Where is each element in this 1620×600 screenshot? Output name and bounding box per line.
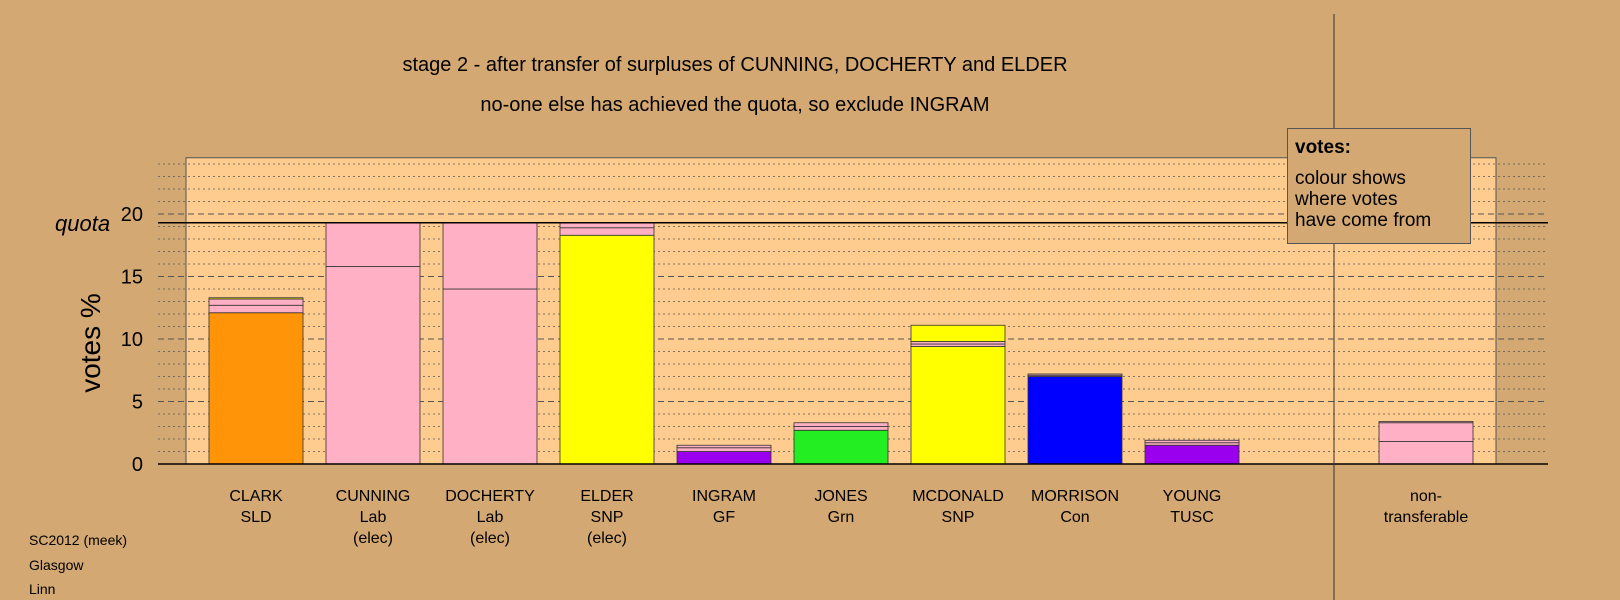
- x-tick-label: CUNNING: [336, 488, 411, 505]
- x-tick-label: (elec): [587, 530, 627, 547]
- bar-segment: [676, 444, 772, 449]
- quota-label: quota: [55, 211, 110, 236]
- y-tick-label: 5: [132, 392, 143, 414]
- bar-segment: [793, 429, 889, 465]
- chart-title: stage 2 - after transfer of surpluses of…: [402, 54, 1068, 76]
- x-tick-label: Lab: [477, 509, 504, 526]
- bar-segment: [1378, 421, 1474, 424]
- bar-segment: [208, 312, 304, 465]
- bar-segment: [1144, 444, 1240, 465]
- bar-segment: [559, 227, 655, 236]
- x-tick-label: MORRISON: [1031, 488, 1119, 505]
- y-tick-label: 20: [121, 204, 143, 226]
- x-tick-label: SNP: [591, 509, 624, 526]
- bar-segment: [325, 222, 421, 267]
- bar-segment: [910, 346, 1006, 465]
- x-tick-label: Con: [1060, 509, 1089, 526]
- bar-segment: [325, 266, 421, 465]
- x-tick-label: SLD: [240, 509, 271, 526]
- y-tick-label: 0: [132, 454, 143, 476]
- x-tick-label: TUSC: [1170, 509, 1214, 526]
- footer-council: Glasgow: [29, 557, 84, 573]
- bars: [208, 222, 1474, 465]
- footer-election: SC2012 (meek): [29, 532, 128, 548]
- x-tick-label: INGRAM: [692, 488, 756, 505]
- x-tick-label: JONES: [814, 488, 867, 505]
- x-tick-label: MCDONALD: [912, 488, 1004, 505]
- x-tick-label: (elec): [353, 530, 393, 547]
- x-tick-label: non-: [1410, 488, 1442, 505]
- y-axis: 0 5 10 15 20: [121, 204, 1548, 476]
- legend-box: votes: colour shows where votes have com…: [1287, 128, 1471, 244]
- footer-ward: Linn: [29, 581, 56, 597]
- legend-line: where votes: [1295, 189, 1398, 210]
- bar-segment: [208, 304, 304, 314]
- bar-segment: [676, 447, 772, 452]
- legend-title: votes:: [1295, 137, 1351, 158]
- bar-segment: [1027, 376, 1123, 465]
- x-tick-label: Grn: [828, 509, 855, 526]
- x-tick-label: CLARK: [229, 488, 283, 505]
- y-tick-label: 15: [121, 267, 143, 289]
- bar-segment: [910, 324, 1006, 342]
- y-axis-label: votes %: [75, 293, 106, 393]
- y-tick-label: 10: [121, 329, 143, 351]
- x-tick-label: YOUNG: [1163, 488, 1222, 505]
- bar-segment: [208, 297, 304, 300]
- x-tick-label: (elec): [470, 530, 510, 547]
- x-tick-label: transferable: [1384, 509, 1469, 526]
- x-axis-labels: CLARK SLD CUNNING Lab (elec) DOCHERTY Lab (elec…: [229, 488, 1468, 547]
- bar-segment: [208, 298, 304, 306]
- legend-line: colour shows: [1295, 168, 1406, 189]
- x-tick-label: SNP: [942, 509, 975, 526]
- bar-segment: [1027, 373, 1123, 376]
- legend-line: have come from: [1295, 210, 1432, 231]
- chart-subtitle: no-one else has achieved the quota, so e…: [480, 94, 990, 116]
- bar-segment: [1378, 441, 1474, 465]
- x-tick-label: Lab: [360, 509, 387, 526]
- bar-segment: [676, 451, 772, 465]
- bar-segment: [1378, 422, 1474, 442]
- bar-segment: [1144, 439, 1240, 444]
- bar-segment: [793, 422, 889, 427]
- x-tick-label: DOCHERTY: [445, 488, 535, 505]
- bar-segment: [559, 234, 655, 465]
- x-tick-label: GF: [713, 509, 735, 526]
- bar-segment: [793, 426, 889, 431]
- bar-segment: [442, 288, 538, 465]
- bar-segment: [442, 222, 538, 290]
- x-tick-label: ELDER: [580, 488, 633, 505]
